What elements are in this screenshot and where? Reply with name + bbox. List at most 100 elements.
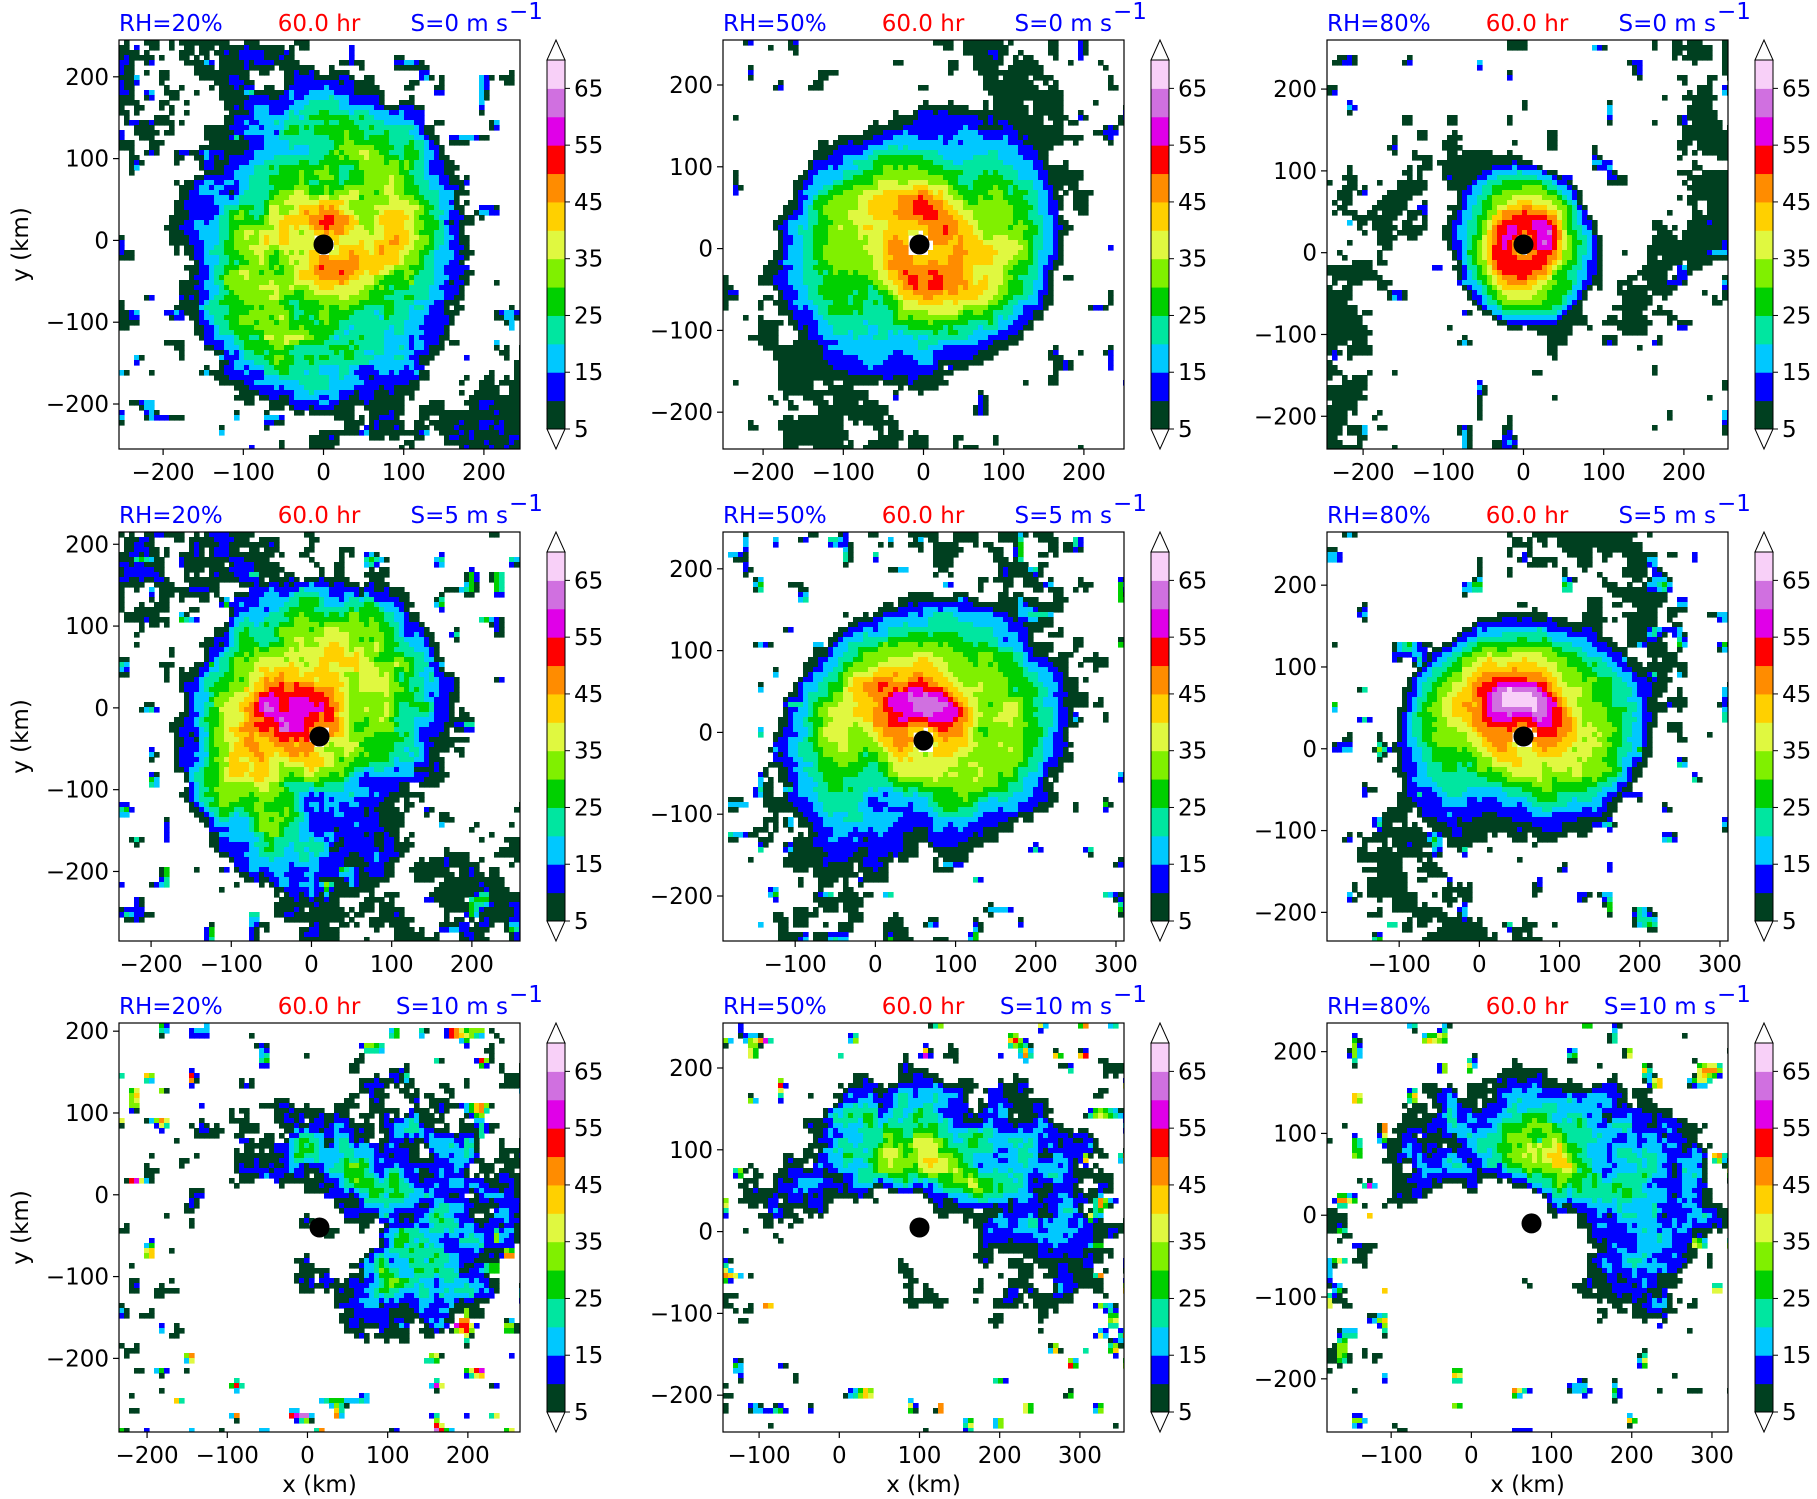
- y-tick-label: 100: [65, 147, 109, 173]
- colorbar-tick-label: 5: [1178, 909, 1193, 935]
- x-tick-label: 200: [1662, 460, 1706, 486]
- colorbar-tick-label: 15: [1782, 1343, 1811, 1369]
- y-tick-label: 0: [1302, 241, 1317, 267]
- rh-title: RH=80%: [1327, 994, 1431, 1020]
- colorbar-segment: [1151, 750, 1169, 780]
- time-title: 60.0 hr: [882, 994, 965, 1020]
- colorbar-segment: [1151, 693, 1169, 723]
- y-tick-label: −100: [650, 1301, 713, 1327]
- colorbar-tick-label: 65: [1178, 1059, 1207, 1085]
- shear-title: S=0 m s: [410, 11, 508, 37]
- colorbar-segment: [1151, 1355, 1169, 1385]
- colorbar: 5 15 25 35 45 55 65: [1150, 1021, 1207, 1434]
- colorbar: 5 15 25 35 45 55 65: [1150, 38, 1207, 451]
- y-tick-label: 200: [669, 557, 713, 583]
- colorbar-frame: [546, 1042, 566, 1413]
- colorbar-tick-label: 65: [1782, 568, 1811, 594]
- colorbar-tick-label: 65: [1782, 1059, 1811, 1085]
- colorbar-segment: [1755, 201, 1773, 231]
- colorbar-tick-label: 5: [574, 417, 589, 443]
- colorbar-segment: [1755, 1270, 1773, 1299]
- y-tick-label: 100: [65, 1101, 109, 1127]
- colorbar-segment: [547, 1043, 565, 1072]
- colorbar-segment: [1755, 835, 1773, 865]
- colorbar-segment: [547, 315, 565, 345]
- colorbar-tick-label: 65: [574, 568, 603, 594]
- storm-center-marker: [1513, 234, 1534, 255]
- colorbar-tick-label: 35: [574, 739, 603, 765]
- x-tick-label: −100: [212, 460, 275, 486]
- y-tick-label: −100: [1254, 819, 1317, 845]
- x-tick-label: 0: [300, 1443, 315, 1469]
- shear-exponent: −1: [509, 491, 543, 517]
- x-axis-label: x (km): [886, 1472, 961, 1498]
- time-title: 60.0 hr: [278, 11, 361, 37]
- rh-title: RH=80%: [1327, 11, 1431, 37]
- storm-center-marker: [309, 1217, 330, 1238]
- y-tick-label: −200: [46, 859, 109, 885]
- colorbar-tick-label: 35: [1178, 247, 1207, 273]
- colorbar-tick-label: 45: [574, 682, 603, 708]
- panel-r0c1: −200 −100 0 100 200 −200 −100 0 100 200 RH=50% 60.0…: [650, 0, 1207, 486]
- x-tick-label: 100: [934, 952, 978, 978]
- y-tick-label: −200: [1254, 404, 1317, 430]
- panel-r2c2: −100 0 100 200 300 −200 −100 0 100 200 RH=80% 60.0 …: [1254, 982, 1811, 1498]
- colorbar-segment: [1755, 1355, 1773, 1385]
- colorbar-segment: [1151, 1071, 1169, 1101]
- y-tick-label: 100: [669, 155, 713, 181]
- y-tick-label: −200: [650, 1383, 713, 1409]
- panel-r1c0: −200 −100 0 100 200 −200 −100 0 100 200 RH=20% 60.0…: [8, 491, 603, 978]
- x-axis-label: x (km): [282, 1472, 357, 1498]
- colorbar-tick-label: 55: [574, 133, 603, 159]
- rh-title: RH=20%: [119, 503, 223, 529]
- colorbar-tick-label: 25: [1782, 303, 1811, 329]
- colorbar-segment: [1755, 693, 1773, 723]
- colorbar-segment: [547, 1184, 565, 1214]
- colorbar-segment: [547, 1298, 565, 1328]
- y-tick-label: 100: [669, 639, 713, 665]
- colorbar-frame: [1754, 59, 1774, 430]
- shear-title: S=5 m s: [1014, 503, 1112, 529]
- colorbar-tick-label: 25: [574, 795, 603, 821]
- colorbar-extend-min: [546, 920, 566, 943]
- reflectivity-field: [1327, 532, 1728, 941]
- colorbar-segment: [1755, 1298, 1773, 1328]
- x-tick-label: 100: [382, 460, 426, 486]
- x-tick-label: −100: [812, 460, 875, 486]
- colorbar-segment: [547, 1128, 565, 1158]
- y-tick-label: 200: [1273, 1040, 1317, 1066]
- shear-exponent: −1: [1113, 0, 1147, 25]
- colorbar-extend-max: [1754, 1021, 1774, 1044]
- x-tick-label: 100: [1530, 1443, 1574, 1469]
- colorbar-frame: [546, 59, 566, 430]
- rh-title: RH=50%: [723, 994, 827, 1020]
- colorbar-segment: [1755, 116, 1773, 146]
- colorbar-tick-label: 5: [1178, 1400, 1193, 1426]
- storm-center-marker: [909, 1217, 930, 1238]
- colorbar-tick-label: 35: [574, 247, 603, 273]
- colorbar-segment: [1755, 60, 1773, 89]
- colorbar-segment: [1755, 1184, 1773, 1214]
- colorbar-segment: [547, 608, 565, 638]
- colorbar-segment: [1151, 807, 1169, 837]
- x-tick-label: 300: [1690, 1443, 1734, 1469]
- colorbar-tick-label: 5: [1782, 417, 1797, 443]
- colorbar-segment: [1151, 60, 1169, 89]
- colorbar-segment: [1755, 1213, 1773, 1243]
- y-tick-label: −100: [46, 1265, 109, 1291]
- colorbar-segment: [547, 665, 565, 695]
- axes-frame: [118, 531, 521, 942]
- colorbar-segment: [1755, 258, 1773, 288]
- colorbar-segment: [547, 864, 565, 894]
- colorbar-extend-min: [1150, 428, 1170, 451]
- colorbar-tick-label: 15: [1178, 1343, 1207, 1369]
- colorbar-segment: [547, 1326, 565, 1356]
- colorbar-segment: [1151, 1326, 1169, 1356]
- colorbar-extend-max: [1754, 530, 1774, 553]
- colorbar-segment: [1151, 258, 1169, 288]
- colorbar-segment: [1755, 1043, 1773, 1072]
- shear-exponent: −1: [509, 982, 543, 1008]
- colorbar-segment: [1151, 1298, 1169, 1328]
- time-title: 60.0 hr: [1486, 994, 1569, 1020]
- x-tick-label: 0: [832, 1443, 847, 1469]
